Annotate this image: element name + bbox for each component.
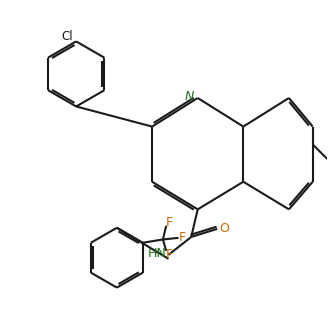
Text: N: N [185, 90, 194, 103]
Text: Cl: Cl [61, 30, 73, 43]
Text: F: F [166, 248, 173, 261]
Text: HN: HN [148, 247, 166, 260]
Text: F: F [166, 216, 173, 229]
Text: O: O [219, 222, 229, 235]
Text: F: F [179, 231, 186, 244]
